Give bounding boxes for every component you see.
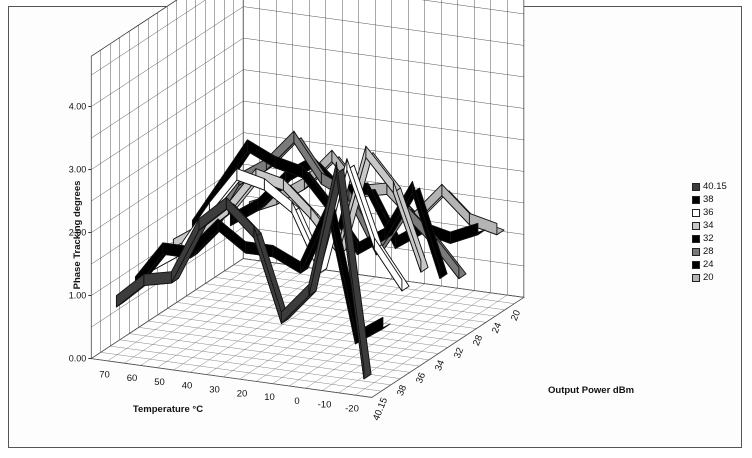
ribbon-face xyxy=(335,161,365,380)
gridline xyxy=(157,267,310,368)
gridline xyxy=(124,262,277,364)
y-tick-label: 2.00 xyxy=(69,228,87,238)
legend-swatch xyxy=(692,208,700,217)
series-ribbon-40.15 xyxy=(115,161,372,380)
chart-ribbons xyxy=(115,130,505,380)
gridline xyxy=(305,288,458,389)
gridline xyxy=(107,260,260,362)
ribbon-face xyxy=(411,181,441,280)
gridline xyxy=(233,264,515,304)
legend-item: 38 xyxy=(692,193,736,206)
legend-swatch xyxy=(692,273,700,282)
gridline xyxy=(167,308,448,348)
gridline xyxy=(272,283,425,384)
legend-item: 24 xyxy=(692,258,736,271)
legend-label: 32 xyxy=(703,233,714,244)
temperature-tick-label: 0 xyxy=(294,396,299,407)
temperature-tick-label: 10 xyxy=(264,392,275,403)
y-tick-label: 4.00 xyxy=(69,102,87,112)
ribbon-face xyxy=(143,271,172,287)
gridline xyxy=(173,269,326,371)
chart-axes: 0.00 1.00 2.00 3.00 4.00 Phase Tracking degre… xyxy=(69,102,634,423)
temperature-tick-label: 70 xyxy=(99,369,110,380)
y-axis-label: Phase Tracking degrees xyxy=(72,181,83,290)
gridline xyxy=(195,289,477,329)
temperature-tick-label: 20 xyxy=(237,388,248,399)
gridline xyxy=(206,274,359,375)
legend-item: 32 xyxy=(692,232,736,245)
temperature-tick-label: 30 xyxy=(209,384,220,395)
gridline xyxy=(176,302,458,342)
gridline xyxy=(119,339,401,379)
temperature-tick-label: -20 xyxy=(345,403,359,414)
legend-swatch xyxy=(692,247,700,256)
legend-item: 34 xyxy=(692,219,736,232)
legend-item: 28 xyxy=(692,245,736,258)
power-tick-label: 38 xyxy=(395,384,409,398)
legend-label: 24 xyxy=(703,259,714,270)
gridline xyxy=(322,290,475,391)
power-tick-label: 32 xyxy=(452,346,466,360)
power-tick-label: 40.15 xyxy=(371,396,390,422)
legend-item: 20 xyxy=(692,271,736,284)
ribbon-face xyxy=(373,237,403,292)
ribbon-face xyxy=(468,212,498,236)
gridline xyxy=(148,320,429,361)
x-axis-label: Temperature °C xyxy=(133,404,203,415)
gridline xyxy=(91,358,372,398)
legend-item: 36 xyxy=(692,206,736,219)
temperature-tick-label: 40 xyxy=(182,381,193,392)
power-tick-label: 34 xyxy=(433,359,447,373)
power-tick-label: 24 xyxy=(490,321,504,335)
legend-item: 40.15 xyxy=(692,180,736,193)
legend-label: 28 xyxy=(703,246,714,257)
gridline xyxy=(205,283,486,323)
legend-label: 38 xyxy=(703,194,714,205)
gridline xyxy=(138,327,420,367)
y-tick-label: 0.00 xyxy=(69,354,87,364)
chart-legend: 40.15 38 36 34 32 28 24 20 xyxy=(692,180,736,284)
ribbon-face xyxy=(449,222,479,244)
power-tick-label: 28 xyxy=(471,334,485,348)
gridline xyxy=(110,345,391,386)
gridline xyxy=(186,295,467,336)
y-tick-label: 1.00 xyxy=(69,291,87,301)
gridline xyxy=(91,0,524,76)
legend-swatch xyxy=(692,221,700,230)
chart-walls xyxy=(90,0,525,398)
gridline xyxy=(371,297,524,398)
gridline xyxy=(256,281,409,382)
power-tick-label: 36 xyxy=(414,371,428,385)
power-tick-label: 20 xyxy=(509,309,523,323)
legend-label: 34 xyxy=(703,220,714,231)
gridline xyxy=(239,278,392,380)
ribbon-face xyxy=(392,180,422,273)
z-axis-label: Output Power dBm xyxy=(548,385,634,396)
temperature-tick-label: -10 xyxy=(318,400,332,411)
gridline xyxy=(355,294,508,396)
legend-label: 20 xyxy=(703,272,714,283)
temperature-tick-label: 50 xyxy=(154,377,165,388)
temperature-tick-label: 60 xyxy=(127,373,138,384)
legend-swatch xyxy=(692,182,700,191)
gridline xyxy=(157,314,439,354)
y-tick-label: 3.00 xyxy=(69,165,87,175)
gridline xyxy=(140,265,293,366)
legend-swatch xyxy=(692,195,700,204)
gridline xyxy=(91,258,244,359)
legend-label: 36 xyxy=(703,207,714,218)
legend-swatch xyxy=(692,234,700,243)
legend-swatch xyxy=(692,260,700,269)
gridline xyxy=(100,352,382,392)
legend-label: 40.15 xyxy=(703,181,727,192)
